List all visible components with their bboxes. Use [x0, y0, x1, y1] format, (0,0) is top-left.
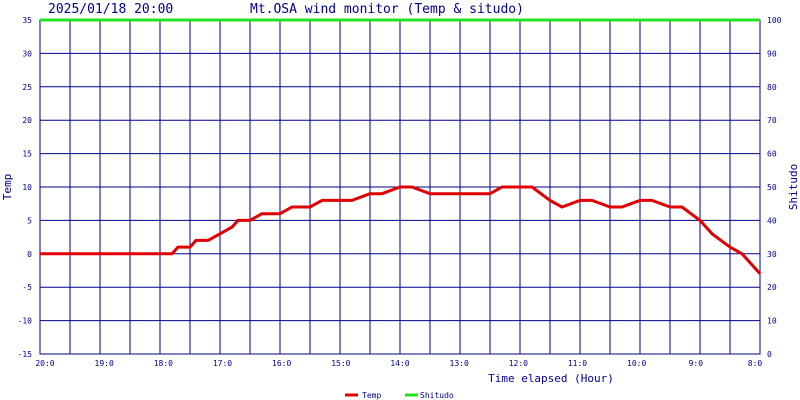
x-tick-label: 10:0 — [627, 359, 646, 368]
x-tick-label: 20:0 — [35, 359, 54, 368]
y-axis-left-label: Temp — [1, 174, 14, 201]
x-tick-label: 8:0 — [748, 359, 763, 368]
y-tick-label-right: 0 — [767, 350, 772, 359]
y-tick-label-left: -15 — [18, 350, 33, 359]
y-tick-label-left: 0 — [27, 250, 32, 259]
x-tick-label: 16:0 — [272, 359, 291, 368]
y-tick-label-right: 90 — [767, 49, 777, 58]
y-tick-label-left: -10 — [18, 317, 33, 326]
y-tick-label-right: 30 — [767, 250, 777, 259]
legend: Temp Shitudo — [345, 391, 454, 400]
y-tick-label-left: 15 — [22, 150, 32, 159]
y-axis-right-label: Shitudo — [787, 164, 800, 210]
y-tick-label-left: 10 — [22, 183, 32, 192]
x-tick-label: 13:0 — [450, 359, 469, 368]
y-tick-label-right: 100 — [767, 16, 782, 25]
legend-label-situdo: Shitudo — [420, 391, 454, 400]
x-axis-label: Time elapsed (Hour) — [488, 372, 614, 385]
y-tick-label-right: 60 — [767, 150, 777, 159]
y-tick-label-right: 40 — [767, 216, 777, 225]
y-axis-right-ticks: 0 10 20 30 40 50 60 70 80 90 100 — [767, 16, 782, 359]
x-axis-ticks: 20:0 19:0 18:0 17:0 16:0 15:0 14:0 13:0 12:0 11:0… — [35, 359, 762, 368]
x-tick-label: 17:0 — [213, 359, 232, 368]
x-tick-label: 12:0 — [509, 359, 528, 368]
series — [40, 18, 762, 275]
y-axis-left-ticks: -15 -10 -5 0 5 10 15 20 25 30 35 — [18, 16, 33, 359]
x-tick-label: 9:0 — [689, 359, 704, 368]
y-tick-label-left: 5 — [27, 216, 32, 225]
y-tick-label-left: -5 — [22, 283, 32, 292]
y-tick-label-right: 10 — [767, 317, 777, 326]
series-line-temp — [40, 185, 762, 275]
y-tick-label-right: 50 — [767, 183, 777, 192]
x-tick-label: 15:0 — [331, 359, 350, 368]
y-tick-label-right: 70 — [767, 116, 777, 125]
chart-title: Mt.OSA wind monitor (Temp & situdo) — [250, 2, 524, 17]
legend-label-temp: Temp — [362, 391, 381, 400]
y-tick-label-left: 30 — [22, 49, 32, 58]
y-tick-label-left: 35 — [22, 16, 32, 25]
x-tick-label: 14:0 — [390, 359, 409, 368]
y-tick-label-right: 20 — [767, 283, 777, 292]
x-tick-label: 11:0 — [568, 359, 587, 368]
header-datetime: 2025/01/18 20:00 — [48, 2, 173, 17]
y-tick-label-right: 80 — [767, 83, 777, 92]
x-tick-label: 19:0 — [95, 359, 114, 368]
y-tick-label-left: 25 — [22, 83, 32, 92]
y-tick-label-left: 20 — [22, 116, 32, 125]
x-tick-label: 18:0 — [154, 359, 173, 368]
